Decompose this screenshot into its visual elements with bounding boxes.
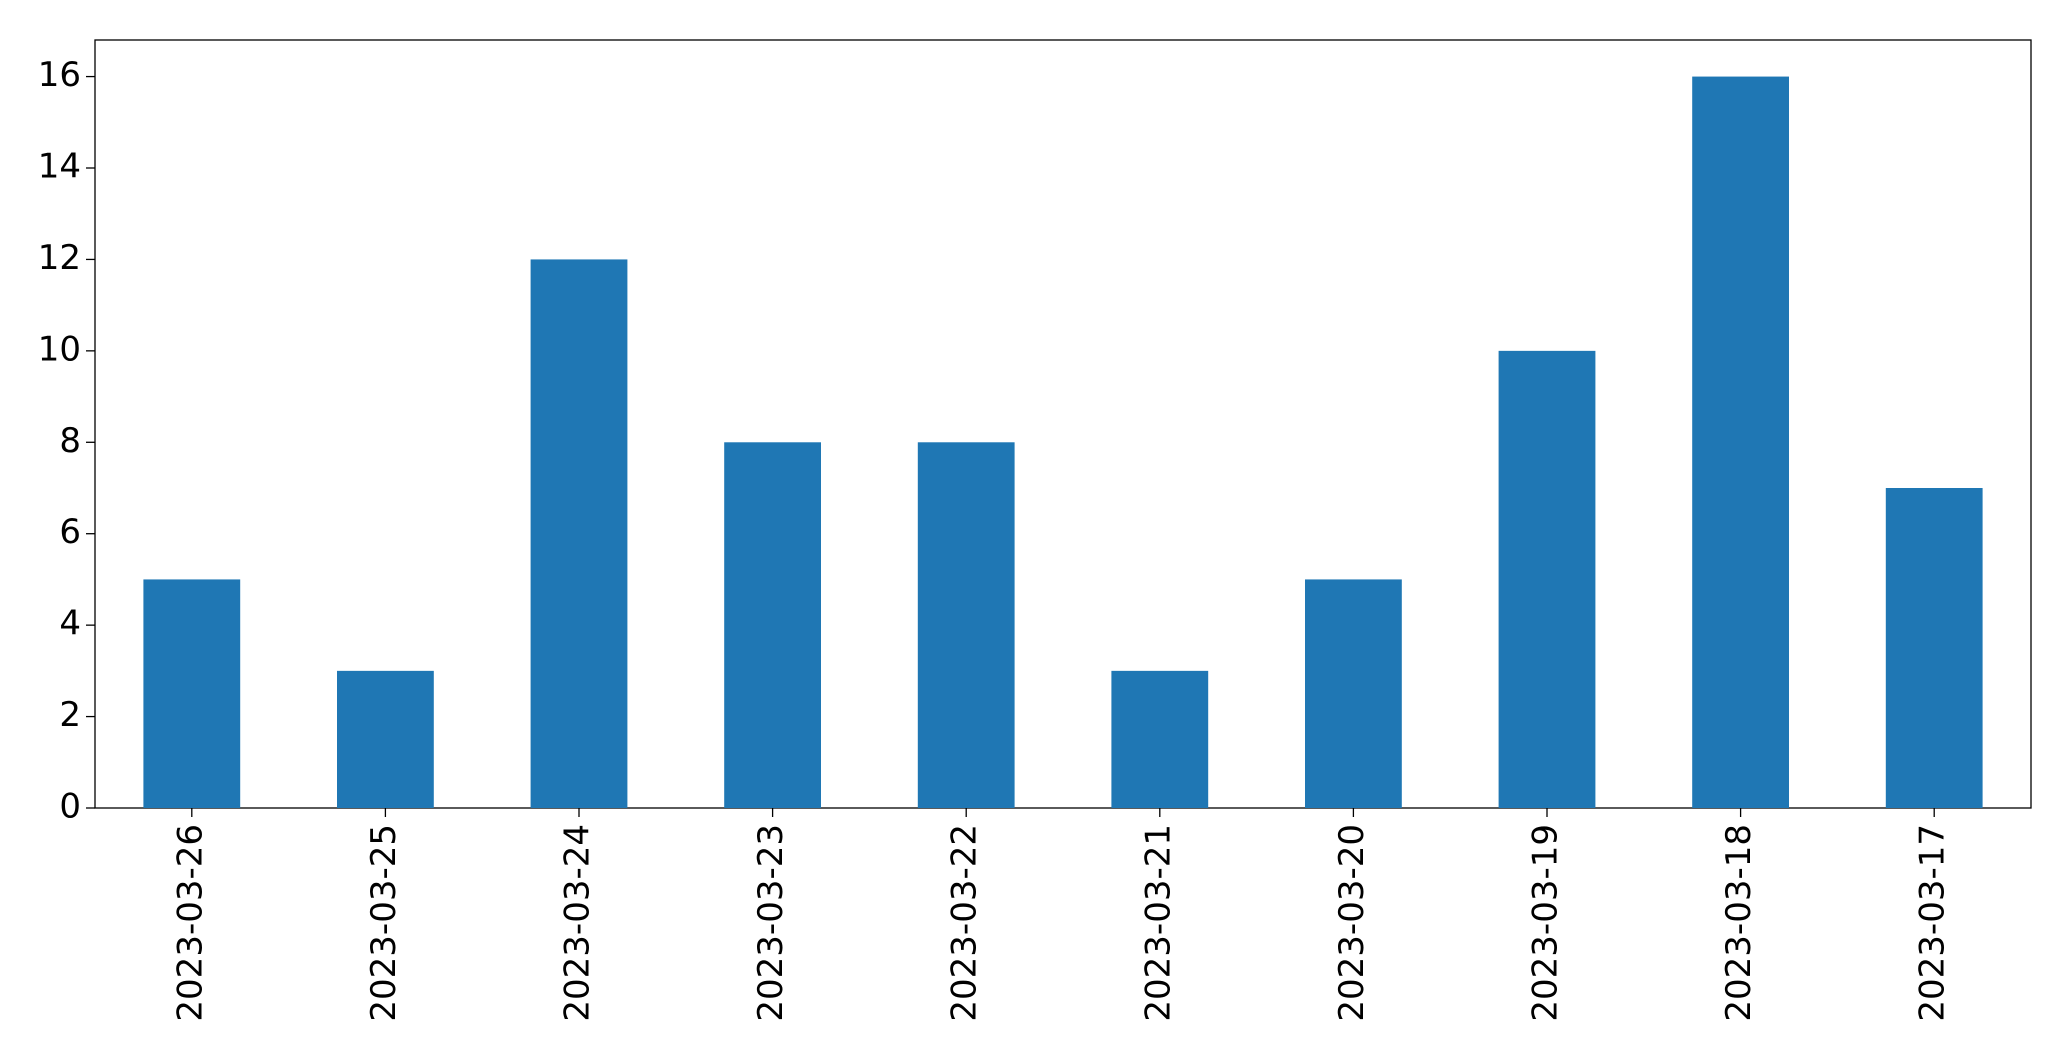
bar [1111,670,1209,808]
bar [143,579,241,808]
x-tick-label: 2023-03-18 [1719,824,1759,1022]
y-tick-label: 4 [59,604,81,644]
x-tick-label: 2023-03-23 [751,824,791,1022]
y-tick-label: 2 [59,695,81,735]
bar [1885,488,1983,808]
x-tick-label: 2023-03-26 [170,824,210,1022]
x-tick-label: 2023-03-21 [1138,824,1178,1022]
y-tick-label: 16 [38,55,81,95]
y-tick-label: 8 [59,421,81,461]
bar [337,670,434,808]
y-tick-label: 6 [59,512,81,552]
y-tick-label: 14 [38,147,81,187]
x-tick-label: 2023-03-24 [558,824,598,1022]
x-tick-label: 2023-03-20 [1332,824,1372,1022]
y-tick-label: 10 [38,329,81,369]
bar [1305,579,1402,808]
x-tick-label: 2023-03-17 [1913,824,1953,1022]
x-tick-label: 2023-03-25 [364,824,404,1022]
x-tick-label: 2023-03-19 [1526,824,1566,1022]
plot-frame [94,39,2032,809]
bar [1692,76,1789,809]
bar [917,442,1015,808]
y-tick-label: 0 [59,787,81,827]
y-tick-label: 12 [38,238,81,278]
x-tick-label: 2023-03-22 [945,824,985,1022]
bar [724,442,821,808]
bar [530,259,628,808]
bar [1498,350,1596,808]
